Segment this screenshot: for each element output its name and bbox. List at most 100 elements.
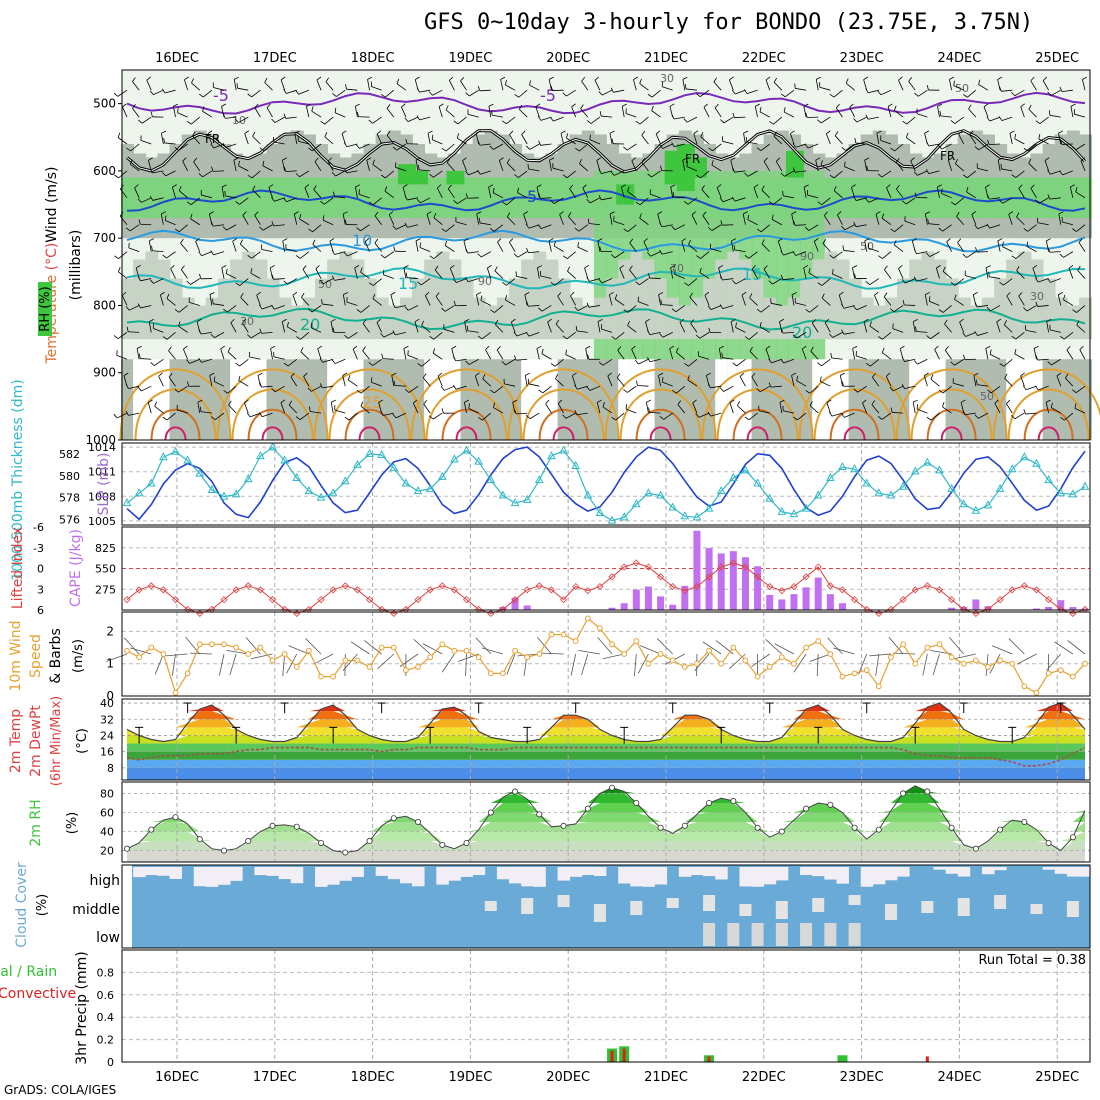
- wind-barb: [906, 116, 916, 125]
- wind-barb: [655, 130, 661, 135]
- wind-barb: [1009, 133, 1013, 145]
- wind-barb: [913, 249, 917, 254]
- rh-fill-band: [127, 785, 1085, 794]
- wind-barb: [578, 224, 589, 232]
- surface-wind-barb: [774, 643, 795, 655]
- temp-axis-label: (°C): [75, 728, 90, 754]
- wind-barb: [1022, 385, 1027, 391]
- rh-fill-band: [127, 793, 1085, 803]
- wind-barb: [917, 358, 928, 365]
- wind-barb: [986, 306, 991, 312]
- wind-barb: [783, 410, 795, 414]
- wind-barb: [696, 93, 701, 97]
- wind-barb: [1002, 241, 1004, 247]
- wind-barb: [651, 89, 661, 98]
- wind-barb: [281, 321, 286, 333]
- wind-barb: [775, 161, 783, 172]
- rh-cell: [446, 170, 465, 185]
- surface-wind-barb: [288, 645, 310, 655]
- wind-speed-point: [621, 651, 628, 657]
- wind-barb: [674, 143, 685, 148]
- wind-barb: [192, 135, 201, 145]
- wind-barb: [695, 334, 701, 339]
- wind-speed-point: [221, 641, 227, 648]
- wind-barb: [376, 318, 381, 323]
- wind-barb: [877, 415, 883, 420]
- wind-barb: [692, 402, 698, 414]
- wind-barb: [299, 214, 302, 220]
- wind-barb: [942, 224, 952, 232]
- wind-barb: [735, 322, 737, 328]
- wind-barb: [244, 402, 249, 414]
- wind-barb: [502, 281, 507, 286]
- wind-barb: [161, 130, 167, 134]
- wind-barb: [792, 142, 796, 148]
- wind-barb: [367, 76, 373, 80]
- wind-barb: [916, 113, 928, 118]
- wind-speed-point: [512, 647, 518, 654]
- wind-barb: [942, 406, 952, 414]
- thickness-point: [983, 500, 993, 509]
- wind-barb: [1058, 211, 1064, 215]
- wind-barb: [581, 77, 586, 82]
- wind-barb: [282, 238, 288, 242]
- date-label-bottom: 23DEC: [840, 1070, 884, 1085]
- wind-barb: [868, 247, 879, 253]
- surface-wind-barb: [441, 653, 455, 673]
- wind-barb: [312, 143, 322, 152]
- wind-barb: [590, 116, 601, 124]
- wind-barb: [479, 222, 491, 226]
- rh-point: [487, 809, 494, 816]
- wind-barb: [1048, 110, 1051, 116]
- wind-barb: [747, 170, 758, 177]
- wind-barb: [171, 187, 176, 198]
- wind-barb: [376, 322, 383, 333]
- wind-barb: [629, 269, 637, 279]
- rh-point: [997, 826, 1004, 833]
- thickness-point: [741, 465, 750, 474]
- wind-barb: [829, 254, 834, 259]
- surface-wind-barb: [481, 647, 504, 655]
- wind-barb: [710, 385, 722, 389]
- wind-barb: [262, 160, 265, 166]
- wind-barb: [658, 372, 664, 376]
- wind-barb: [498, 160, 504, 172]
- isotherm-loop: [829, 408, 880, 441]
- wind-barb: [455, 385, 467, 390]
- cloud-high-gap: [751, 867, 765, 887]
- wind-barb: [126, 147, 131, 152]
- li-point: [365, 596, 374, 604]
- wind-barb: [271, 304, 275, 310]
- wind-barb: [734, 116, 746, 119]
- rh-cell: [363, 359, 377, 440]
- wind-barb: [476, 294, 480, 306]
- rh-point: [875, 826, 882, 833]
- wind-speed-point: [257, 644, 264, 651]
- wind-barb: [577, 242, 579, 248]
- wind-barb: [407, 224, 419, 228]
- precip-legend-total: Total / Rain: [0, 964, 57, 980]
- wind-barb: [269, 267, 273, 279]
- wind-barb: [415, 76, 420, 80]
- wind-barb: [140, 358, 152, 360]
- wind-barb: [393, 246, 396, 252]
- wind-barb: [113, 92, 119, 97]
- wind-barb: [213, 303, 225, 306]
- wind-barb: [223, 308, 228, 313]
- wind-barb: [662, 332, 673, 338]
- wind-barb: [177, 409, 188, 414]
- wind-barb: [1020, 375, 1025, 387]
- wind-barb: [440, 386, 445, 391]
- wind-barb: [894, 244, 904, 252]
- wind-barb: [748, 332, 758, 340]
- wind-barb: [702, 211, 707, 216]
- wind-barb: [869, 325, 880, 333]
- cape-bar: [511, 597, 519, 610]
- wind-barb: [804, 143, 809, 149]
- wind-barb: [562, 335, 568, 340]
- wind-barb: [791, 213, 795, 225]
- wind-barb: [772, 197, 783, 205]
- wind-barb: [761, 243, 770, 252]
- cloud-mid-gap: [775, 901, 788, 919]
- wind-barb: [711, 160, 714, 166]
